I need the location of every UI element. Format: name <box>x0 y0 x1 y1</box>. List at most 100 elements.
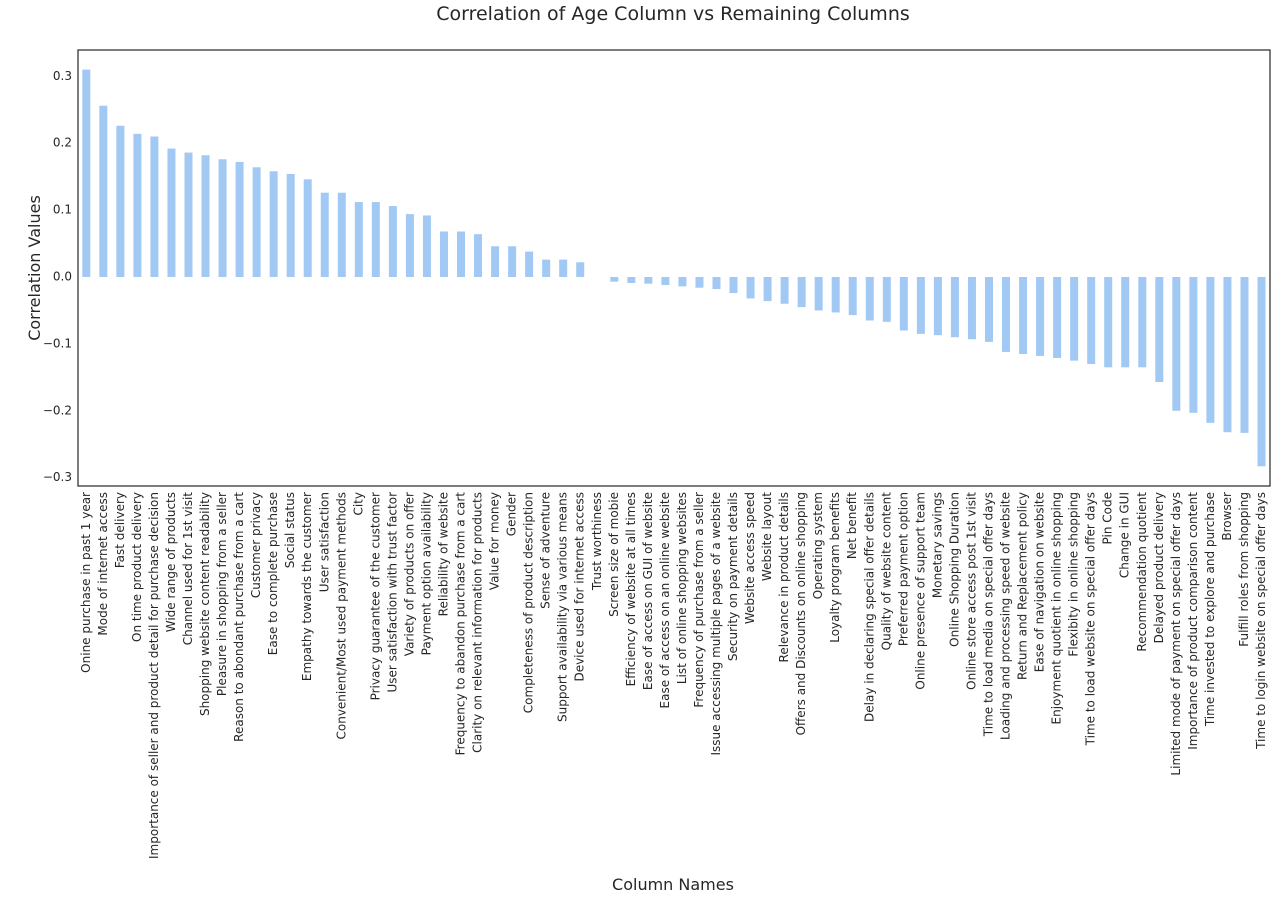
bar <box>201 155 210 277</box>
bar <box>508 246 517 277</box>
bar <box>184 152 193 277</box>
bar <box>82 69 91 277</box>
x-tick-label: Time to load website on special offer da… <box>1084 492 1098 746</box>
x-tick-label: List of online shopping websites <box>675 492 689 684</box>
bar <box>967 277 976 340</box>
bar <box>1206 277 1215 423</box>
x-tick-label: Time invested to explore and purchase <box>1203 492 1217 727</box>
bar <box>542 259 551 277</box>
x-tick-label: Empathy towards the customer <box>300 492 314 681</box>
bar <box>831 277 840 313</box>
x-tick-label: Wide range of products <box>164 492 178 632</box>
bar <box>1121 277 1130 368</box>
x-tick-label: Website layout <box>760 492 774 581</box>
bars-group <box>82 69 1266 467</box>
x-tick-label: City <box>351 492 365 516</box>
bar <box>559 259 568 277</box>
bar <box>235 161 244 277</box>
bar <box>337 192 346 277</box>
bar <box>644 277 653 284</box>
x-tick-label: Offers and Discounts on online shopping <box>794 492 808 735</box>
bar <box>1087 277 1096 364</box>
bar <box>116 125 125 277</box>
bar <box>746 277 755 299</box>
bar <box>474 234 483 277</box>
x-tick-label: Return and Replacement policy <box>1016 492 1030 680</box>
bar <box>661 277 670 286</box>
bar <box>814 277 823 311</box>
bar <box>899 277 908 331</box>
bar <box>167 148 176 277</box>
y-tick-label: 0.2 <box>53 136 72 150</box>
bar <box>610 277 619 282</box>
x-tick-label: Operating system <box>811 492 825 599</box>
bar <box>1070 277 1079 361</box>
x-tick-label: Efficiency of website at all times <box>624 492 638 686</box>
x-tick-label: Time to load media on special offer days <box>981 492 995 737</box>
x-tick-label: Delay in declaring special offer details <box>862 492 876 722</box>
x-tick-label: Convenient/Most used payment methods <box>334 492 348 740</box>
x-tick-label: Device used for internet access <box>573 492 587 682</box>
x-tick-label: User satisfaction with trust factor <box>385 492 399 693</box>
x-tick-label: User satisfaction <box>317 492 331 592</box>
x-axis-label: Column Names <box>612 875 734 894</box>
x-tick-label: Value for money <box>488 492 502 590</box>
x-tick-label: Security on payment details <box>726 492 740 661</box>
x-tick-label: Browser <box>1220 492 1234 541</box>
x-tick-label: Relevance in product details <box>777 492 791 662</box>
y-axis-ticks: 0.3 0.2 0.1 0.0 −0.1 −0.2 −0.3 <box>43 69 72 484</box>
x-tick-label: Privacy guarantee of the customer <box>368 492 382 700</box>
x-tick-label: Trust worthiness <box>590 492 604 591</box>
x-tick-label: Delayed product delivery <box>1152 492 1166 643</box>
bar <box>1172 277 1181 411</box>
x-tick-label: Frequency of purchase from a seller <box>692 492 706 708</box>
bar <box>218 159 227 277</box>
x-tick-label: Monetary savings <box>930 492 944 598</box>
bar <box>252 167 261 277</box>
y-tick-label: 0.1 <box>53 203 72 217</box>
bar <box>371 202 380 277</box>
y-tick-label: −0.3 <box>43 470 72 484</box>
x-tick-label: Frequency to abandon purchase from a car… <box>454 492 468 756</box>
x-tick-label: Screen size of mobie <box>607 492 621 617</box>
x-tick-label: Onine purchase in past 1 year <box>79 492 93 673</box>
x-tick-label: Loyalty program benefits <box>828 492 842 643</box>
bar <box>797 277 806 308</box>
y-tick-label: 0.0 <box>53 270 72 284</box>
bar <box>133 133 142 277</box>
x-tick-label: Pin Code <box>1101 492 1115 544</box>
bar <box>1223 277 1232 433</box>
bar <box>1104 277 1113 368</box>
x-tick-label: Customer privacy <box>249 492 263 598</box>
bar <box>354 202 363 277</box>
x-tick-label: Fulfill roles from shopping <box>1237 492 1251 647</box>
x-tick-label: Enjoyment quotient in online shopping <box>1050 492 1064 724</box>
y-tick-label: −0.2 <box>43 403 72 417</box>
bar <box>1036 277 1045 356</box>
bar <box>405 214 414 277</box>
bar <box>729 277 738 294</box>
x-tick-label: Online Shopping Duration <box>947 492 961 647</box>
bar <box>1240 277 1249 433</box>
x-tick-label: Ease of access on an online website <box>658 492 672 708</box>
bar <box>678 277 687 287</box>
x-tick-label: Loading and processing speed of website <box>999 492 1013 740</box>
bar <box>1138 277 1147 368</box>
bar <box>848 277 857 316</box>
x-tick-label: Importance of seller and product detail … <box>147 492 161 859</box>
x-tick-label: Preferred payment option <box>896 492 910 646</box>
bar <box>865 277 874 321</box>
x-tick-label: Ease of access on GUI of website <box>641 492 655 690</box>
bar <box>576 262 585 277</box>
x-tick-label: Ease of navigation on website <box>1033 492 1047 672</box>
bar <box>984 277 993 342</box>
x-tick-label: Importance of product comparison content <box>1186 492 1200 750</box>
bar <box>150 136 159 277</box>
bar <box>525 251 534 277</box>
x-tick-label: Online store access post 1st visit <box>964 492 978 690</box>
x-tick-label: Time to login website on special offer d… <box>1254 492 1268 750</box>
x-tick-label: Payment option availability <box>419 492 433 655</box>
bar <box>882 277 891 322</box>
bar <box>916 277 925 334</box>
